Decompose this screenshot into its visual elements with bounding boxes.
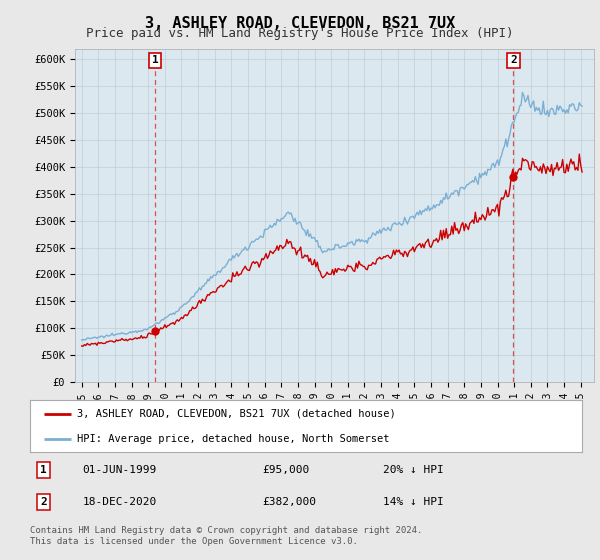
- Text: £382,000: £382,000: [262, 497, 316, 507]
- Text: Contains HM Land Registry data © Crown copyright and database right 2024.
This d: Contains HM Land Registry data © Crown c…: [30, 526, 422, 546]
- Text: 3, ASHLEY ROAD, CLEVEDON, BS21 7UX: 3, ASHLEY ROAD, CLEVEDON, BS21 7UX: [145, 16, 455, 31]
- Text: £95,000: £95,000: [262, 465, 309, 475]
- Text: 3, ASHLEY ROAD, CLEVEDON, BS21 7UX (detached house): 3, ASHLEY ROAD, CLEVEDON, BS21 7UX (deta…: [77, 409, 395, 419]
- Text: 18-DEC-2020: 18-DEC-2020: [82, 497, 157, 507]
- Text: 1: 1: [152, 55, 158, 66]
- Text: 14% ↓ HPI: 14% ↓ HPI: [383, 497, 444, 507]
- Text: 20% ↓ HPI: 20% ↓ HPI: [383, 465, 444, 475]
- Text: 2: 2: [40, 497, 47, 507]
- Text: Price paid vs. HM Land Registry's House Price Index (HPI): Price paid vs. HM Land Registry's House …: [86, 27, 514, 40]
- Text: HPI: Average price, detached house, North Somerset: HPI: Average price, detached house, Nort…: [77, 433, 389, 444]
- Text: 1: 1: [40, 465, 47, 475]
- Text: 2: 2: [510, 55, 517, 66]
- Text: 01-JUN-1999: 01-JUN-1999: [82, 465, 157, 475]
